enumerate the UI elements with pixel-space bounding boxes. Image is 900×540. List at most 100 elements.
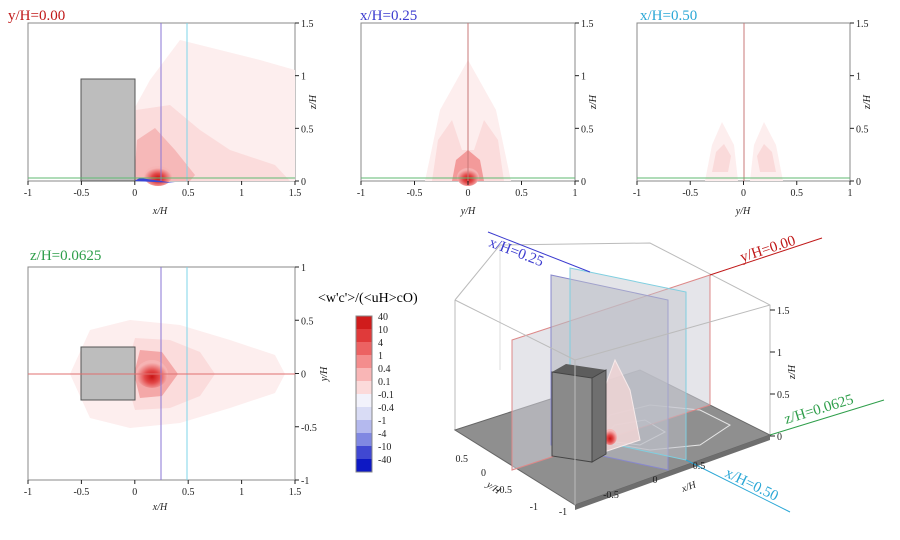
colorbar-swatch — [356, 446, 372, 459]
tick-label: 0.5 — [693, 461, 706, 472]
tick-label: 1 — [777, 348, 782, 359]
panel-z00625-yticks: -1 -0.5 0 0.5 1 — [295, 263, 317, 487]
tick-label: -1 — [530, 502, 538, 513]
tick-label: 0 — [653, 475, 658, 486]
x-tick-label: -1 — [357, 188, 365, 199]
contour-level-high — [134, 128, 195, 181]
axis-3d-x: -1 -0.5 0 0.5 x/H — [559, 461, 705, 518]
label-leader-y0 — [709, 237, 823, 276]
panel-x050-title: x/H=0.50 — [640, 8, 697, 24]
x-tick-label: -1 — [24, 188, 32, 199]
colorbar: <w'c'>/(<uH>cO) 40 10 4 1 0.4 0.1 -0.1 -0.4 -1 -4… — [318, 291, 418, 473]
colorbar-swatch — [356, 342, 372, 355]
colorbar-level-label: -1 — [378, 416, 386, 427]
tick-label: 0 — [481, 468, 486, 479]
plane-label-x050: x/H=0.50 — [722, 465, 780, 504]
y-tick-label: 0 — [301, 177, 306, 188]
y-tick-label: 0.5 — [856, 124, 869, 135]
contour-peak — [144, 166, 172, 186]
y-tick-label: -0.5 — [301, 423, 317, 434]
colorbar-title: <w'c'>/(<uH>cO) — [318, 291, 418, 306]
colorbar-swatch — [356, 381, 372, 394]
panel-x025: x/H=0.25 -1 -0.5 0 0.5 1 0 0.5 1 1.5 y/H z/H — [357, 8, 599, 217]
building-side — [591, 369, 607, 463]
x-tick-label: -1 — [24, 487, 32, 498]
x-tick-label: -1 — [633, 188, 641, 199]
panel-x025-title: x/H=0.25 — [360, 8, 417, 24]
panel-3d: x/H=0.25 y/H=0.00 z/H=0.0625 x/H=0.50 1.… — [453, 231, 885, 518]
panel-z00625-ylabel: y/H — [319, 366, 330, 382]
y-tick-label: 0 — [856, 177, 861, 188]
y-tick-label: 1 — [301, 263, 306, 274]
tick-label: 1.5 — [777, 306, 790, 317]
colorbar-swatch — [356, 394, 372, 407]
panel-x050-xlabel: y/H — [735, 206, 751, 217]
x-tick-label: 0 — [132, 487, 137, 498]
y-tick-label: 1 — [856, 72, 861, 83]
panel-x025-xticks: -1 -0.5 0 0.5 1 — [357, 181, 578, 199]
panel-x050-xticks: -1 -0.5 0 0.5 1 — [633, 181, 853, 199]
panel-x025-yticks: 0 0.5 1 1.5 — [575, 19, 594, 188]
y-tick-label: 1.5 — [856, 19, 869, 30]
tick-label: 0.5 — [456, 454, 469, 465]
colorbar-swatch — [356, 459, 372, 472]
label-leader-x050 — [685, 459, 791, 513]
plane-label-x025: x/H=0.25 — [487, 235, 546, 270]
colorbar-swatch — [356, 355, 372, 368]
panel-z00625: z/H=0.0625 -1 -0.5 0 0.5 1 1.5 -1 -0.5 0 0.5 1 x/… — [24, 248, 330, 513]
colorbar-swatch — [356, 368, 372, 381]
building-top — [552, 364, 606, 378]
box-edge — [574, 304, 771, 361]
colorbar-swatch — [356, 329, 372, 342]
plane-label-y0: y/H=0.00 — [738, 233, 797, 266]
colorbar-level-label: 40 — [378, 312, 388, 323]
x-tick-label: 1.5 — [289, 487, 302, 498]
tick-label: -1 — [559, 507, 567, 518]
colorbar-level-label: 0.4 — [378, 364, 391, 375]
colorbar-level-label: -0.4 — [378, 403, 394, 414]
x-tick-label: -0.5 — [407, 188, 423, 199]
colorbar-level-label: 1 — [378, 351, 383, 362]
colorbar-level-label: -40 — [378, 455, 391, 466]
building-front — [551, 371, 593, 463]
contour-level-mid — [712, 144, 731, 172]
panel-y0-contours — [125, 40, 295, 186]
panel-z00625-xticks: -1 -0.5 0 0.5 1 1.5 — [24, 480, 301, 498]
colorbar-level-label: 0.1 — [378, 377, 391, 388]
panel-x025-xlabel: y/H — [460, 206, 476, 217]
colorbar-swatches: 40 10 4 1 0.4 0.1 -0.1 -0.4 -1 -4 -10 -40 — [355, 312, 394, 473]
label-leader-z00625 — [769, 399, 885, 436]
plane-label-z00625: z/H=0.0625 — [782, 392, 855, 428]
colorbar-level-label: -10 — [378, 442, 391, 453]
panel-y0-xticks: -1 -0.5 0 0.5 1 1.5 — [24, 181, 301, 199]
tick-label: -0.5 — [603, 490, 619, 501]
x-tick-label: 1 — [239, 188, 244, 199]
y-tick-label: 1.5 — [581, 19, 594, 30]
contour-negative — [134, 178, 175, 183]
panel-y0-xlabel: x/H — [152, 206, 168, 217]
x-tick-label: 0 — [741, 188, 746, 199]
x-tick-label: -0.5 — [73, 188, 89, 199]
panel-z00625-xlabel: x/H — [152, 502, 168, 513]
y-tick-label: 0.5 — [301, 124, 314, 135]
x-tick-label: 0.5 — [182, 487, 195, 498]
panel-x050-contours — [705, 122, 783, 181]
panel-z00625-title: z/H=0.0625 — [30, 248, 101, 264]
colorbar-swatch — [356, 407, 372, 420]
y-tick-label: 1 — [581, 72, 586, 83]
box-edge — [454, 299, 576, 361]
axis-3d-zlabel: z/H — [787, 364, 798, 380]
x-tick-label: 1 — [239, 487, 244, 498]
box-edge — [454, 244, 501, 301]
panel-y0-title: y/H=0.00 — [8, 8, 65, 24]
colorbar-swatch — [356, 433, 372, 446]
panel-y0-yticks: 0 0.5 1 1.5 — [295, 19, 314, 188]
axis-3d-xlabel: x/H — [679, 479, 698, 495]
tick-label: -0.5 — [496, 485, 512, 496]
x-tick-label: 0 — [466, 188, 471, 199]
y-tick-label: 0 — [301, 370, 306, 381]
y-tick-label: 0.5 — [301, 316, 314, 327]
x-tick-label: -0.5 — [682, 188, 698, 199]
panel-x050: x/H=0.50 -1 -0.5 0 0.5 1 0 0.5 1 1.5 y/H z/H — [633, 8, 873, 217]
